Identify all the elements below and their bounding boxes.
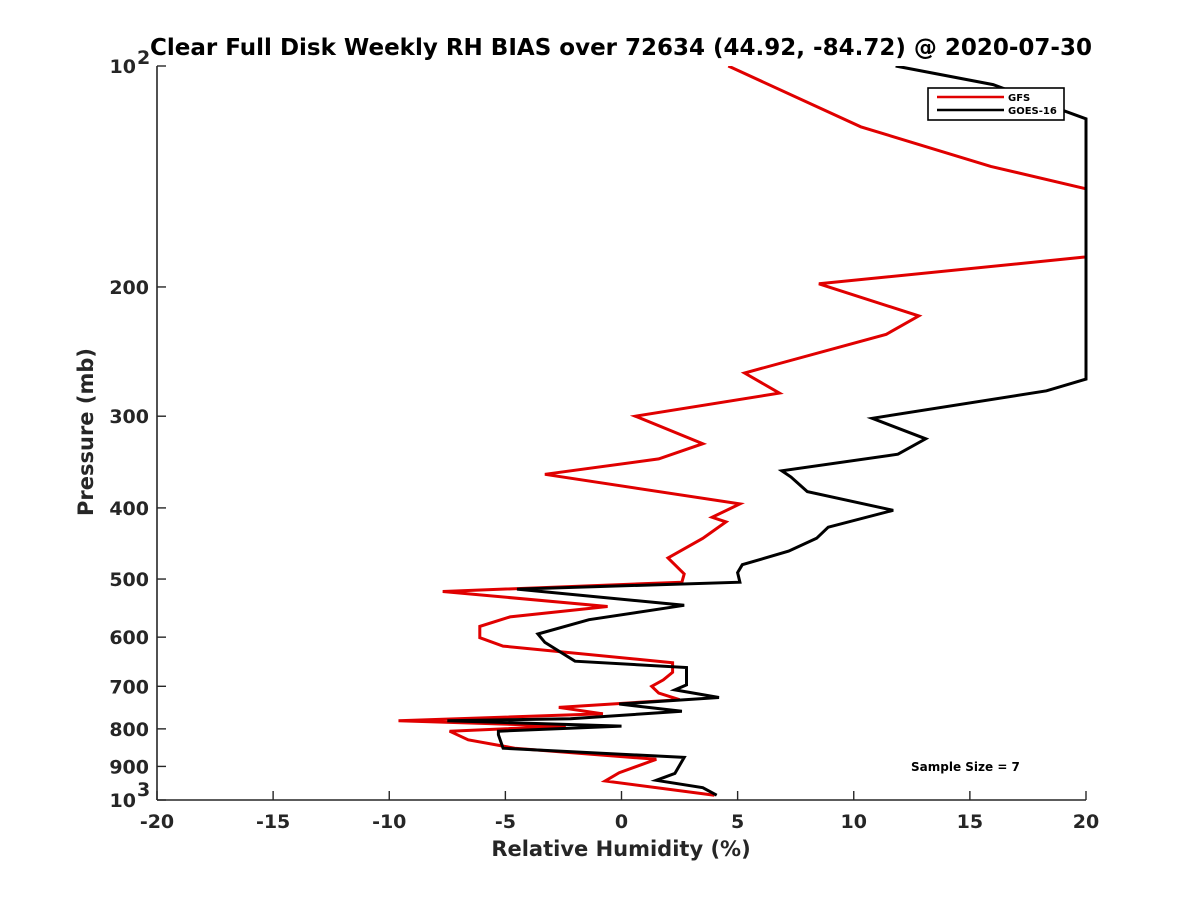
x-tick-label: -15 bbox=[256, 811, 290, 833]
series-line-gfs bbox=[398, 64, 1088, 797]
legend-label-gfs: GFS bbox=[1008, 93, 1030, 104]
y-tick-label: 300 bbox=[109, 406, 149, 428]
legend-label-goes-16: GOES-16 bbox=[1008, 106, 1057, 117]
y-tick-label: 700 bbox=[109, 676, 149, 698]
y-tick-label: 10 bbox=[110, 790, 136, 812]
y-tick-label: 200 bbox=[109, 277, 149, 299]
y-axis-title: Pressure (mb) bbox=[74, 348, 98, 516]
legend: GFS GOES-16 bbox=[927, 87, 1065, 121]
y-tick-label: 900 bbox=[109, 756, 149, 778]
x-axis-title: Relative Humidity (%) bbox=[491, 837, 750, 861]
legend-box bbox=[927, 87, 1065, 121]
x-tick-label: 15 bbox=[957, 811, 983, 833]
y-tick-label: 500 bbox=[109, 569, 149, 591]
sample-size-annotation: Sample Size = 7 bbox=[911, 760, 1020, 774]
x-tick-label: -10 bbox=[372, 811, 406, 833]
series-line-goes-16 bbox=[447, 64, 1088, 797]
plot-area-mask-top bbox=[0, 0, 1200, 66]
chart-title-overlay: Clear Full Disk Weekly RH BIAS over 7263… bbox=[150, 35, 1092, 61]
y-tick-label: 400 bbox=[109, 498, 149, 520]
y-tick-label: 800 bbox=[109, 719, 149, 741]
y-tick-label: 10 bbox=[110, 56, 136, 78]
x-tick-label: 0 bbox=[615, 811, 628, 833]
x-tick-label: 10 bbox=[841, 811, 867, 833]
x-tick-label: -5 bbox=[495, 811, 516, 833]
x-tick-label: 5 bbox=[731, 811, 744, 833]
y-tick-label: 600 bbox=[109, 627, 149, 649]
series-layer bbox=[398, 64, 1088, 797]
y-tick-exponent: 3 bbox=[137, 779, 150, 801]
x-tick-label: -20 bbox=[140, 811, 174, 833]
y-tick-exponent: 2 bbox=[137, 47, 150, 69]
x-tick-label: 20 bbox=[1073, 811, 1099, 833]
